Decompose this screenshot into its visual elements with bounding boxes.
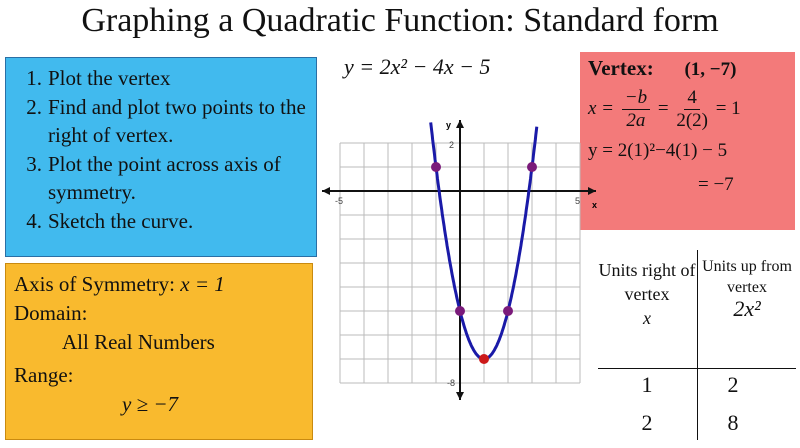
table-cell: 2 [641,410,653,435]
step-number: 1. [26,66,42,90]
step-number: 3. [26,151,42,176]
y-line: y = 2(1)²−4(1) − 5 [588,140,728,161]
step-item: 2. Find and plot two points to the right … [14,93,308,150]
vertex-value: (1, −7) [684,59,737,80]
y-tick-label: -8 [447,378,455,388]
axis-label: Axis of Symmetry: [14,272,175,296]
step-text: Plot the vertex [48,66,171,90]
step-text: Find and plot two points to the right of… [48,94,306,148]
col2-header: Units up from vertex 2x² [702,258,792,321]
x-tick-label: 5 [575,196,580,206]
x-result: = 1 [715,97,741,119]
points [431,162,537,364]
col1-header: Units right of vertex x [598,260,696,328]
graph-point [431,162,441,172]
axis-value: x = 1 [180,272,225,296]
page-title: Graphing a Quadratic Function: Standard … [81,2,719,39]
info-box: Axis of Symmetry: x = 1 Domain: All Real… [5,263,313,440]
step-item: 3. Plot the point across axis of symmetry… [14,150,308,207]
x-lhs: x = [588,97,615,119]
step-text: Sketch the curve. [48,208,194,233]
vertex-label: Vertex: [588,56,654,80]
table-cell: 2 [727,372,739,397]
axes [322,120,596,400]
frac-numerator: −b [621,87,651,110]
equals: = [657,97,669,119]
x-axis-label: x [592,200,597,210]
step-item: 1. Plot the vertex [14,64,308,93]
y-result: = −7 [698,174,734,195]
vertex-box: Vertex: (1, −7) x = −b 2a = 4 2(2) = 1 y =… [580,52,795,230]
y-axis-label: y [446,120,451,130]
step-item: 4. Sketch the curve. [14,207,308,236]
units-table: Units right of vertex x Units up from ver… [598,250,796,440]
vertex-point [479,354,489,364]
graph-point [455,306,465,316]
x-tick-label: -5 [335,196,343,206]
graph-point [503,306,513,316]
frac-denominator: 2(2) [676,110,708,131]
equation: y = 2x² − 4x − 5 [344,54,491,79]
steps-box: 1. Plot the vertex 2. Find and plot two po… [5,57,317,257]
step-text: Plot the point across axis of symmetry. [48,151,281,205]
divider [697,250,698,440]
table-cell: 1 [641,372,653,397]
domain-label: Domain: [14,301,88,325]
frac-denominator: 2a [626,110,646,131]
range-value: y ≥ −7 [122,392,179,416]
graph-point [527,162,537,172]
range-label: Range: [14,363,74,387]
step-number: 4. [26,208,42,233]
frac-numerator: 4 [684,87,700,110]
table-cell: 8 [727,410,739,435]
domain-value: All Real Numbers [62,330,215,354]
y-tick-label: 2 [449,140,454,150]
step-number: 2. [26,94,42,119]
